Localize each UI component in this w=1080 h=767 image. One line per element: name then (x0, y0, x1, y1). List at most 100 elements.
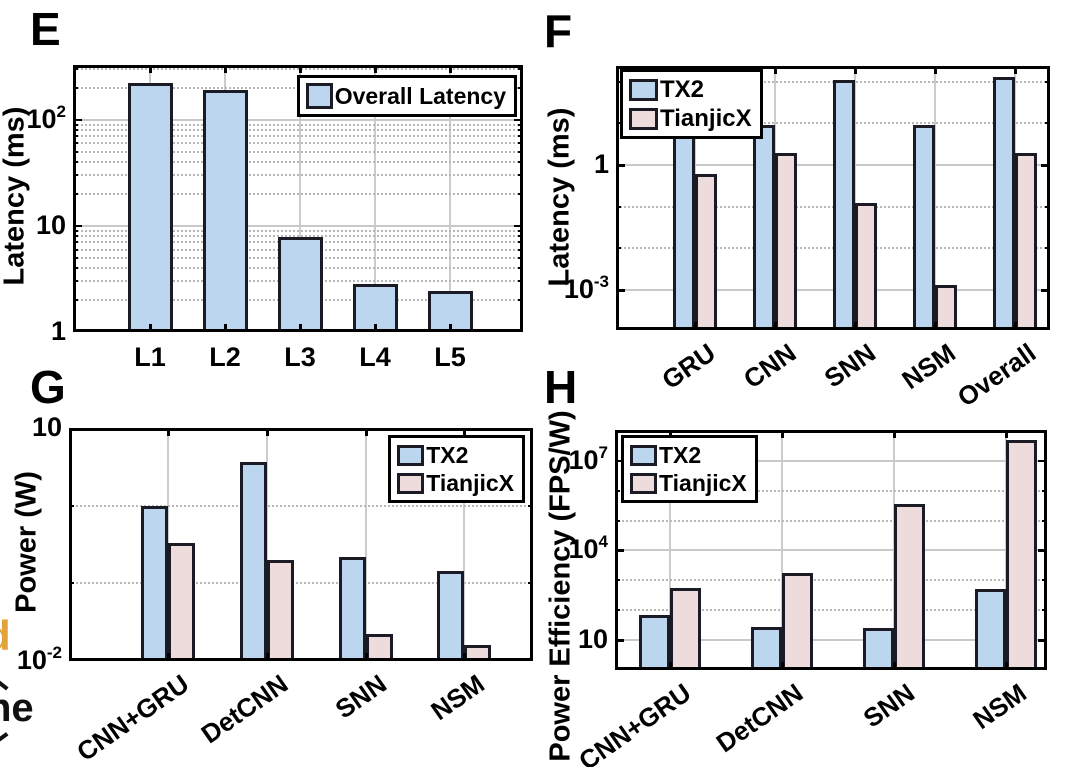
legend-entry: TianjicX (630, 471, 747, 495)
y-minor-tick-mark (518, 123, 523, 126)
vertical-gridline (365, 428, 367, 661)
bar-tianjicx-nsm (1006, 439, 1037, 670)
y-tick-label: 10 (31, 412, 62, 442)
bar-tianjicx-gru (695, 173, 717, 330)
bar-tianjicx-snn (855, 203, 877, 330)
legend: Overall Latency (296, 75, 517, 117)
x-tick-label: DetCNN (710, 677, 809, 759)
y-tick-mark (514, 118, 523, 122)
panel-letter-g: G (30, 361, 66, 413)
legend-swatch (629, 78, 658, 101)
y-minor-tick-mark (1042, 519, 1047, 522)
x-tick-mark (149, 65, 152, 73)
x-tick-label: L3 (284, 342, 316, 372)
y-minor-tick-mark (616, 80, 621, 83)
x-tick-label: CNN+GRU (572, 677, 697, 767)
bar-tx2-detcnn (751, 627, 782, 670)
legend: TX2 TianjicX (621, 435, 758, 504)
y-minor-tick-mark (616, 205, 621, 208)
x-tick-mark (1014, 322, 1017, 330)
y-minor-tick-mark (518, 280, 523, 283)
y-minor-tick-mark (1045, 122, 1050, 125)
x-tick-mark (299, 65, 302, 73)
x-tick-mark (854, 322, 857, 330)
y-minor-tick-mark (518, 241, 523, 244)
x-tick-mark (463, 653, 466, 661)
x-tick-mark (893, 662, 896, 670)
bar-tianjicx-nsm (935, 285, 957, 330)
major-gridline (615, 549, 1047, 552)
y-tick-label: 10-3 (563, 272, 609, 305)
x-tick-mark (694, 322, 697, 330)
y-tick-label: 102 (26, 101, 66, 134)
x-tick-mark (224, 324, 227, 332)
y-minor-tick-mark (1042, 489, 1047, 492)
x-tick-label: L1 (134, 342, 166, 372)
y-minor-tick-mark (518, 129, 523, 132)
vertical-gridline (299, 65, 301, 332)
bar-overall-latency-l4 (352, 283, 398, 332)
y-tick-label: 10-2 (16, 643, 62, 675)
clipped-text-fragment-orange-d: d (0, 615, 11, 657)
y-minor-tick-mark (73, 280, 78, 283)
y-minor-tick-mark (73, 161, 78, 164)
y-minor-tick-mark (518, 299, 523, 302)
legend-swatch (397, 472, 425, 494)
x-tick-mark (149, 324, 152, 332)
y-minor-tick-mark (73, 129, 78, 132)
minor-gridline (73, 229, 523, 232)
bar-tx2-cnn-gru (639, 614, 670, 670)
x-tick-mark (893, 430, 896, 438)
major-gridline (73, 224, 523, 227)
x-tick-mark (1005, 430, 1008, 438)
y-minor-tick-mark (73, 235, 78, 238)
x-tick-mark (774, 322, 777, 330)
y-minor-tick-mark (73, 248, 78, 251)
minor-gridline (69, 504, 533, 507)
minor-gridline (615, 579, 1047, 582)
panel-letter-e: E (30, 3, 61, 55)
minor-gridline (73, 150, 523, 153)
legend-entry: TX2 (630, 443, 747, 467)
x-tick-label: L5 (434, 342, 466, 372)
y-tick-mark (73, 224, 82, 228)
x-tick-mark (934, 322, 937, 330)
bar-overall-latency-l2 (202, 90, 248, 332)
minor-gridline (73, 123, 523, 126)
y-minor-tick-mark (528, 582, 533, 585)
y-minor-tick-mark (73, 68, 78, 71)
panel-letter-h: H (544, 361, 578, 413)
plot-area-e: Overall Latency (73, 65, 523, 332)
major-gridline (73, 118, 523, 121)
legend-label: TX2 (659, 442, 702, 468)
legend-label: TX2 (426, 442, 469, 468)
minor-gridline (615, 519, 1047, 522)
y-minor-tick-mark (1045, 205, 1050, 208)
y-tick-mark (1038, 459, 1047, 463)
legend-entry: TianjicX (397, 471, 514, 495)
bar-tianjicx-cnn-gru (670, 587, 701, 670)
x-tick-mark (374, 324, 377, 332)
minor-gridline (73, 193, 523, 196)
x-tick-mark (449, 65, 452, 73)
legend: TX2 TianjicX (388, 435, 525, 504)
y-minor-tick-mark (518, 248, 523, 251)
bar-tianjicx-detcnn (782, 572, 813, 670)
x-tick-mark (374, 65, 377, 73)
y-minor-tick-mark (518, 193, 523, 196)
y-minor-tick-mark (518, 256, 523, 259)
x-tick-mark (365, 653, 368, 661)
y-tick-mark (616, 164, 625, 167)
minor-gridline (73, 68, 523, 71)
bar-tx2-overall (993, 76, 1015, 330)
y-tick-label: 1 (50, 316, 66, 346)
y-minor-tick-mark (73, 267, 78, 270)
bar-overall-latency-l3 (277, 236, 323, 332)
y-minor-tick-mark (518, 150, 523, 153)
bar-tx2-nsm (913, 125, 935, 330)
y-minor-tick-mark (518, 161, 523, 164)
bar-tianjicx-overall (1015, 153, 1037, 330)
x-tick-mark (167, 428, 170, 436)
x-tick-mark (299, 324, 302, 332)
